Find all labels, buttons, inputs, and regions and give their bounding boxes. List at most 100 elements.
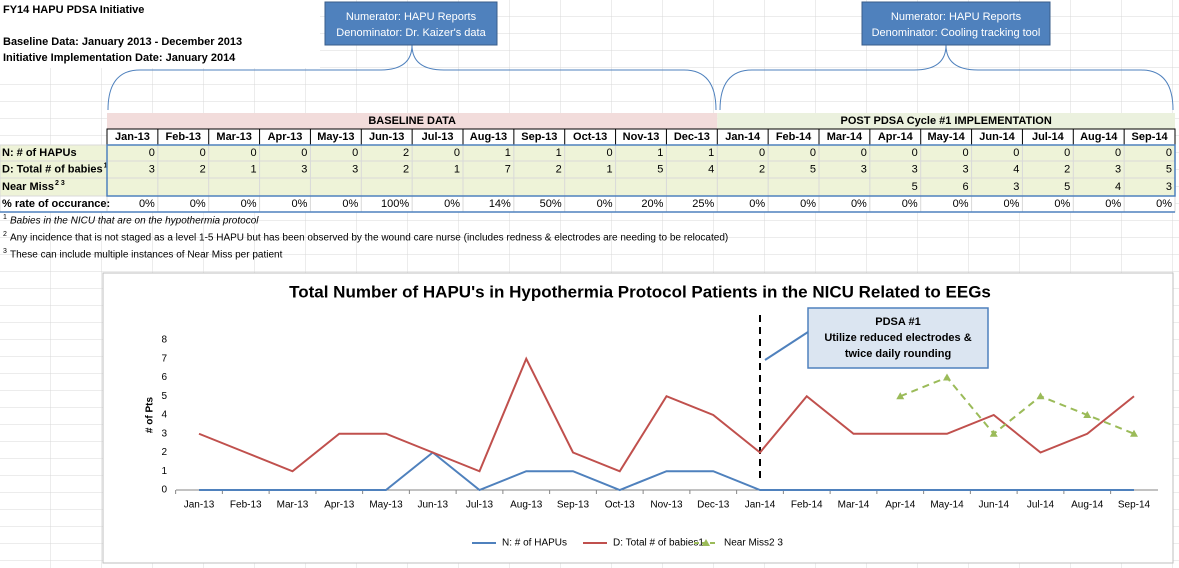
chart-area — [102, 272, 1174, 564]
footnote-mark: 3 — [3, 248, 7, 255]
row-label: Near Miss — [2, 181, 54, 193]
cell: 0 — [912, 147, 918, 159]
cell: 5 — [912, 181, 918, 193]
cell: 0% — [800, 198, 816, 210]
footnote-text: Any incidence that is not staged as a le… — [10, 233, 728, 244]
cell: 3 — [1166, 181, 1172, 193]
annotation-box — [807, 307, 989, 369]
y-tick-label: 7 — [161, 353, 167, 364]
cell: 5 — [810, 163, 816, 175]
footnote-text: Babies in the NICU that are on the hypot… — [10, 216, 259, 227]
footnote-text: These can include multiple instances of … — [10, 250, 283, 261]
cell: 0% — [444, 198, 460, 210]
row-bg — [0, 160, 1176, 179]
cell: 100% — [381, 198, 409, 210]
cell: 0% — [292, 198, 308, 210]
chart: Total Number of HAPU's in Hypothermia Pr… — [145, 282, 1158, 549]
sheet-title: FY14 HAPU PDSA Initiative — [3, 4, 144, 16]
annotation-text: twice daily rounding — [845, 348, 951, 360]
series-line — [899, 376, 1135, 436]
cell: 4 — [708, 163, 714, 175]
y-tick-label: 8 — [161, 335, 167, 346]
cell: 0 — [301, 147, 307, 159]
callout-text: Denominator: Cooling tracking tool — [872, 27, 1041, 39]
y-tick-label: 0 — [161, 485, 167, 496]
cell: 0% — [241, 198, 257, 210]
cell: 1 — [708, 147, 714, 159]
cell: 0% — [342, 198, 358, 210]
annotation-text: Utilize reduced electrodes & — [824, 332, 971, 344]
cell: 7 — [505, 163, 511, 175]
cell: 0% — [139, 198, 155, 210]
column-header: Aug-13 — [470, 131, 507, 143]
row-label: % rate of occurance: — [2, 198, 110, 210]
callout-box — [861, 1, 1051, 46]
y-axis-label: # of Pts — [145, 397, 156, 434]
cell: 0% — [749, 198, 765, 210]
y-tick-label: 4 — [161, 410, 167, 421]
cell: 0 — [250, 147, 256, 159]
x-tick-label: Apr-14 — [885, 500, 915, 511]
footnote-mark: 2 — [3, 231, 7, 238]
cell: 2 — [403, 147, 409, 159]
cell: 6 — [962, 181, 968, 193]
x-tick-label: Apr-13 — [324, 500, 354, 511]
cell: 0% — [1105, 198, 1121, 210]
cell: 0 — [606, 147, 612, 159]
series-line — [198, 356, 1135, 473]
cell: 3 — [962, 163, 968, 175]
cell: 0% — [1004, 198, 1020, 210]
x-tick-label: Aug-13 — [510, 500, 543, 511]
cell: 2 — [556, 163, 562, 175]
legend-marker — [702, 539, 710, 546]
cell: 0% — [1054, 198, 1070, 210]
y-tick-label: 3 — [161, 428, 167, 439]
series-marker — [1036, 392, 1045, 400]
cell: 0 — [810, 147, 816, 159]
column-header: Nov-13 — [623, 131, 660, 143]
row-label-sup: 1 — [104, 162, 108, 169]
column-header: Aug-14 — [1080, 131, 1118, 143]
y-tick-label: 1 — [161, 466, 167, 477]
column-header: Jun-14 — [979, 131, 1015, 143]
cell: 0 — [352, 147, 358, 159]
row-bg — [0, 144, 1176, 162]
legend-label: Near Miss2 3 — [724, 538, 783, 549]
row-label: D: Total # of babies — [2, 163, 103, 175]
cell: 0% — [953, 198, 969, 210]
cell: 0% — [902, 198, 918, 210]
cell: 3 — [1013, 181, 1019, 193]
section-label: BASELINE DATA — [368, 115, 456, 127]
implementation-note: Initiative Implementation Date: January … — [3, 52, 236, 64]
y-tick-label: 6 — [161, 372, 167, 383]
x-tick-label: Sep-13 — [557, 500, 590, 511]
column-header: Apr-14 — [878, 131, 914, 143]
x-tick-label: Jan-14 — [745, 500, 776, 511]
cell: 0% — [190, 198, 206, 210]
cell: 14% — [489, 198, 511, 210]
x-tick-label: Sep-14 — [1118, 500, 1151, 511]
column-header: Feb-14 — [776, 131, 812, 143]
column-header: Mar-13 — [216, 131, 251, 143]
row-bg — [0, 195, 1176, 213]
footnote-mark: 1 — [3, 214, 7, 221]
chart-title: Total Number of HAPU's in Hypothermia Pr… — [289, 282, 991, 301]
series-marker — [943, 373, 951, 381]
x-tick-label: Jul-14 — [1027, 500, 1055, 511]
annotation-connector — [764, 331, 809, 361]
row-bg — [0, 177, 1176, 197]
data-table: BASELINE DATA POST PDSA Cycle #1 IMPLEMEN… — [0, 113, 1176, 213]
x-tick-label: May-13 — [369, 500, 403, 511]
cell: 0 — [1013, 147, 1019, 159]
cell: 1 — [606, 163, 612, 175]
callout-text: Numerator: HAPU Reports — [346, 11, 477, 23]
cell: 2 — [1064, 163, 1070, 175]
cell: 0 — [200, 147, 206, 159]
callout-text: Denominator: Dr. Kaizer's data — [336, 27, 486, 39]
baseline-note: Baseline Data: January 2013 - December 2… — [3, 36, 242, 48]
cell: 50% — [540, 198, 562, 210]
cell: 3 — [352, 163, 358, 175]
cell: 0 — [149, 147, 155, 159]
column-header: Sep-14 — [1132, 131, 1169, 143]
